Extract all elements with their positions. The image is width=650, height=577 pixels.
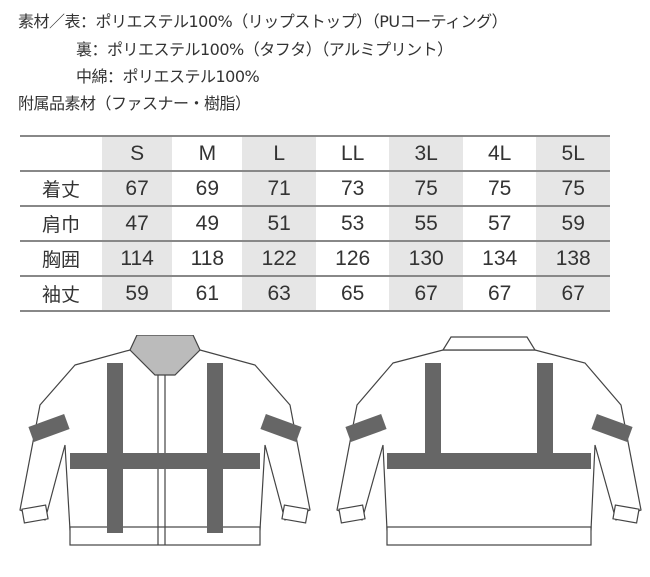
measurement-value: 53 (315, 206, 390, 242)
measurement-value: 63 (242, 276, 316, 312)
material-accessories: 附属品素材（ファスナー・樹脂） (18, 94, 251, 113)
measurement-value: 61 (172, 276, 243, 312)
measurement-value: 59 (102, 276, 173, 312)
size-row: 肩巾 47 49 51 53 55 57 59 (20, 206, 610, 242)
measurement-value: 67 (462, 276, 537, 312)
measurement-value: 57 (462, 206, 537, 242)
size-row: 胸囲 114 118 122 126 130 134 138 (20, 241, 610, 277)
size-header: 4L (462, 135, 537, 172)
size-header: 3L (389, 135, 463, 172)
measurement-value: 67 (536, 276, 610, 312)
measurement-value: 67 (102, 170, 173, 207)
measurement-value: 59 (536, 206, 610, 242)
measurement-value: 114 (102, 241, 173, 277)
material-lining: 裏：ポリエステル100%（タフタ）（アルミプリント） (76, 40, 453, 59)
measurement-value: 126 (315, 241, 390, 277)
measurement-value: 51 (242, 206, 316, 242)
material-padding: 中綿：ポリエステル100% (76, 67, 260, 86)
size-row: 着丈 67 69 71 73 75 75 75 (20, 170, 610, 207)
size-header: M (172, 135, 243, 172)
measurement-label: 胸囲 (20, 241, 102, 277)
measurement-value: 47 (102, 206, 173, 242)
measurement-value: 130 (389, 241, 463, 277)
measurement-value: 69 (172, 170, 243, 207)
size-row: 袖丈 59 61 63 65 67 67 67 (20, 276, 610, 312)
measurement-value: 49 (172, 206, 243, 242)
size-table: S M L LL 3L 4L 5L 着丈 67 69 71 73 75 75 75 肩巾 47 49… (20, 135, 610, 312)
measurement-value: 122 (242, 241, 316, 277)
measurement-value: 75 (389, 170, 463, 207)
measurement-value: 73 (315, 170, 390, 207)
measurement-value: 138 (536, 241, 610, 277)
size-header: S (102, 135, 173, 172)
measurement-value: 67 (389, 276, 463, 312)
measurement-label: 袖丈 (20, 276, 102, 312)
size-header: LL (315, 135, 390, 172)
measurement-value: 134 (462, 241, 537, 277)
front-jacket-illustration (19, 335, 311, 546)
measurement-value: 118 (172, 241, 243, 277)
measurement-value: 75 (536, 170, 610, 207)
measurement-label: 肩巾 (20, 206, 102, 242)
size-header-row: S M L LL 3L 4L 5L (20, 135, 610, 172)
measurement-value: 55 (389, 206, 463, 242)
size-header: L (242, 135, 316, 172)
size-header: 5L (536, 135, 610, 172)
measurement-value: 65 (315, 276, 390, 312)
measurement-value: 71 (242, 170, 316, 207)
back-jacket-illustration (336, 336, 642, 546)
measurement-label: 着丈 (20, 170, 102, 207)
measurement-value: 75 (462, 170, 537, 207)
material-outer: 素材／表：ポリエステル100%（リップストップ）（PUコーティング） (18, 12, 508, 31)
